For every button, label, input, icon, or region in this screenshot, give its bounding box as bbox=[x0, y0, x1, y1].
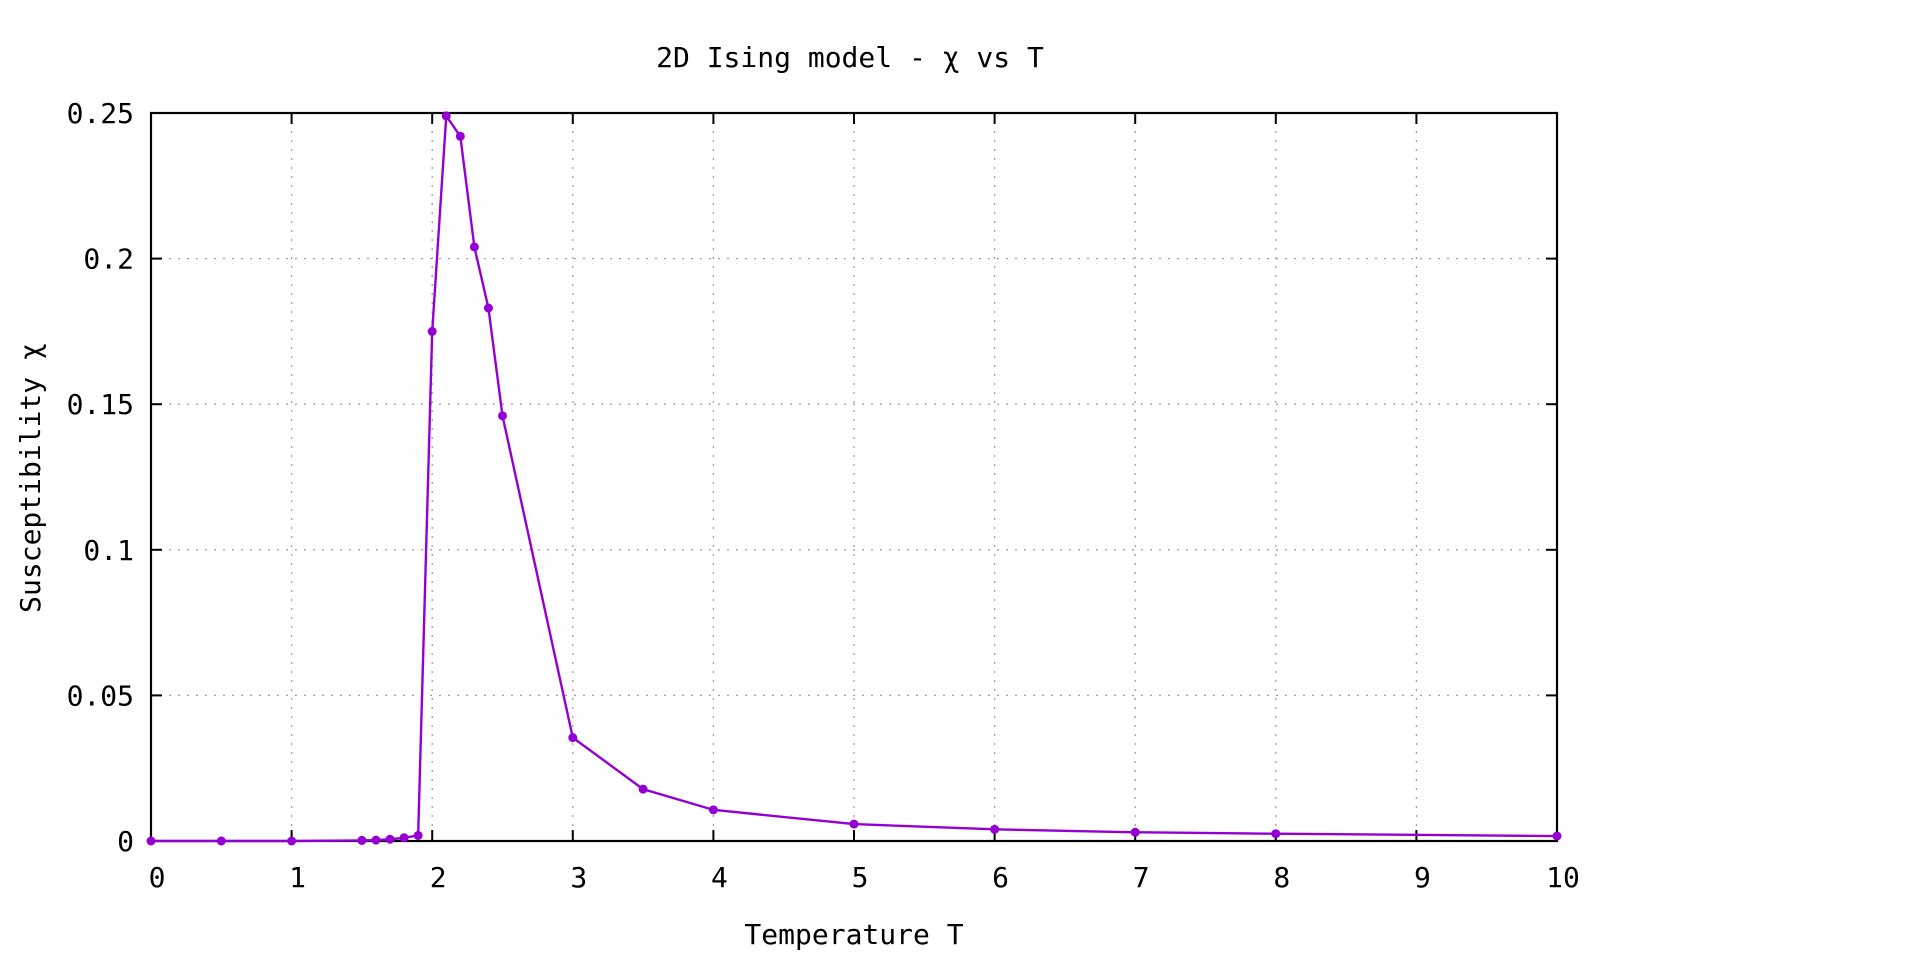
x-tick-label: 9 bbox=[1414, 861, 1431, 894]
data-point bbox=[399, 833, 409, 843]
x-tick-label: 10 bbox=[1546, 861, 1580, 894]
x-tick-label: 4 bbox=[711, 861, 728, 894]
axis-ticks: 0 1 2 3 4 5 6 7 8 9 10 0 0.05 0.1 0.15 0.2 0.25 bbox=[67, 97, 1580, 894]
x-tick-label: 6 bbox=[992, 861, 1009, 894]
data-point bbox=[441, 111, 451, 121]
data-point bbox=[427, 326, 437, 336]
data-point bbox=[216, 836, 226, 846]
chart-title: 2D Ising model - χ vs T bbox=[656, 41, 1044, 74]
data-point bbox=[568, 733, 578, 743]
data-point bbox=[1130, 827, 1140, 837]
grid-lines bbox=[151, 113, 1557, 841]
data-point bbox=[1552, 831, 1562, 841]
data-point bbox=[371, 835, 381, 845]
series-line bbox=[151, 112, 1558, 843]
y-tick-label: 0.05 bbox=[67, 679, 134, 712]
x-tick-label: 7 bbox=[1133, 861, 1150, 894]
y-tick-label: 0.15 bbox=[67, 388, 134, 421]
data-point bbox=[287, 836, 297, 846]
data-point bbox=[638, 784, 648, 794]
x-axis-label: Temperature T bbox=[744, 918, 963, 951]
y-tick-label: 0.2 bbox=[83, 243, 134, 276]
y-tick-label: 0.25 bbox=[67, 97, 134, 130]
data-point bbox=[469, 242, 479, 252]
data-point bbox=[483, 303, 493, 313]
data-point bbox=[146, 836, 156, 846]
data-point bbox=[849, 819, 859, 829]
x-tick-label: 0 bbox=[149, 861, 166, 894]
series-layer bbox=[146, 111, 1562, 846]
data-point bbox=[385, 834, 395, 844]
data-point bbox=[708, 805, 718, 815]
data-point bbox=[413, 830, 423, 840]
data-point bbox=[1271, 829, 1281, 839]
y-axis-label: Susceptibility χ bbox=[14, 343, 47, 613]
x-tick-label: 3 bbox=[570, 861, 587, 894]
x-tick-label: 8 bbox=[1273, 861, 1290, 894]
x-tick-label: 1 bbox=[289, 861, 306, 894]
data-point bbox=[357, 835, 367, 845]
plot-frame bbox=[149, 111, 1559, 843]
x-tick-label: 5 bbox=[852, 861, 869, 894]
data-point bbox=[990, 824, 1000, 834]
x-tick-label: 2 bbox=[430, 861, 447, 894]
y-tick-label: 0.1 bbox=[83, 534, 134, 567]
data-point bbox=[498, 411, 507, 421]
data-point bbox=[455, 131, 465, 141]
y-tick-label: 0 bbox=[117, 825, 134, 858]
